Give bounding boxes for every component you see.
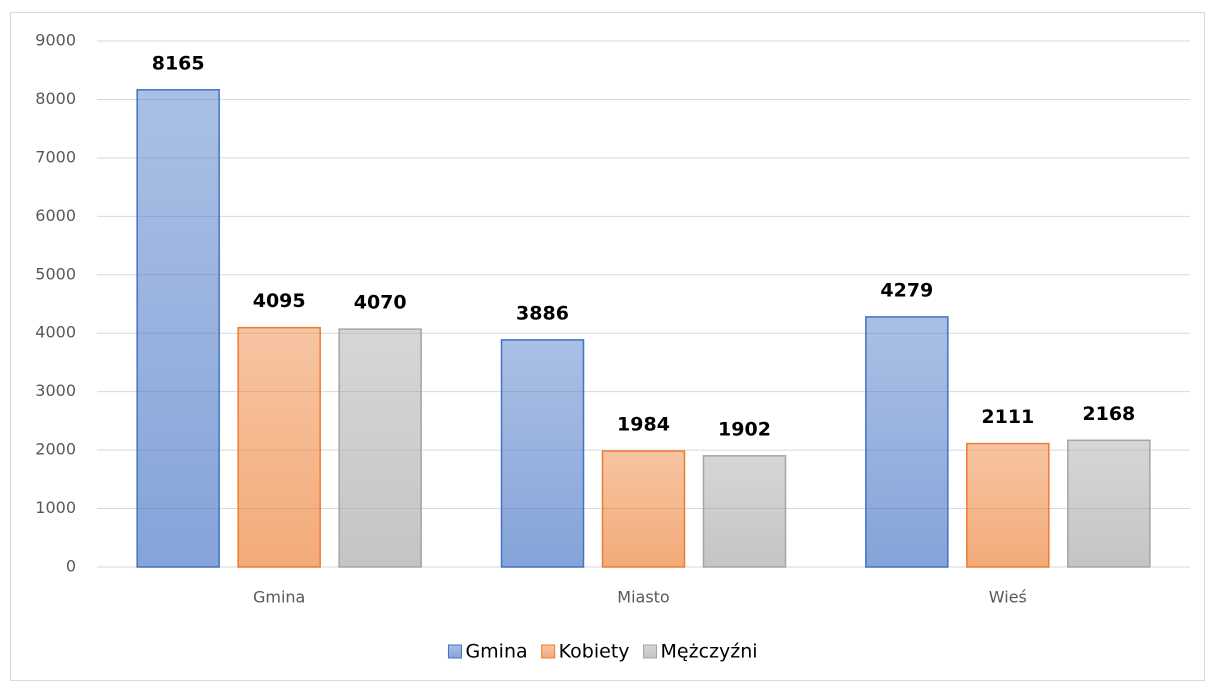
legend-item: Kobiety [541, 641, 630, 663]
data-label: 4070 [354, 292, 407, 314]
data-label: 4095 [253, 290, 306, 312]
y-tick-label: 8000 [35, 89, 76, 108]
data-label: 2111 [981, 406, 1034, 428]
y-tick-label: 5000 [35, 264, 76, 283]
y-tick-label: 3000 [35, 381, 76, 400]
legend-swatch [643, 644, 658, 659]
data-label: 3886 [516, 302, 569, 324]
data-label: 2168 [1082, 403, 1135, 425]
legend-label: Mężczyźni [661, 641, 758, 663]
bar [237, 326, 321, 568]
legend-item: Gmina [447, 641, 528, 663]
legend-label: Gmina [465, 641, 527, 663]
y-tick-label: 4000 [35, 323, 76, 342]
bar [136, 89, 220, 568]
x-tick-label: Gmina [253, 588, 305, 607]
legend-swatch [541, 644, 556, 659]
y-tick-label: 7000 [35, 147, 76, 166]
data-label: 4279 [880, 279, 933, 301]
bar [338, 328, 422, 568]
y-tick-label: 0 [66, 557, 76, 576]
bar [500, 339, 585, 568]
legend-item: Mężczyźni [643, 641, 758, 663]
legend-label: Kobiety [559, 641, 630, 663]
bar [966, 442, 1050, 568]
bar [702, 455, 787, 568]
y-tick-label: 2000 [35, 440, 76, 459]
y-tick-label: 1000 [35, 498, 76, 517]
legend-swatch [447, 644, 462, 659]
y-tick-label: 6000 [35, 206, 76, 225]
x-tick-label: Wieś [989, 588, 1027, 607]
bar [1067, 439, 1151, 568]
y-tick-label: 9000 [35, 31, 76, 50]
data-label: 1902 [718, 418, 771, 440]
bar [601, 450, 686, 568]
bar [865, 316, 949, 568]
x-tick-label: Miasto [617, 588, 669, 607]
data-label: 8165 [152, 52, 205, 74]
data-label: 1984 [617, 414, 670, 436]
